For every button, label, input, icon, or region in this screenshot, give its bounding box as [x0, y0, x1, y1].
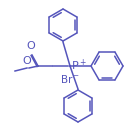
Text: P$^+$: P$^+$	[71, 57, 87, 73]
Text: O: O	[27, 41, 35, 51]
Text: Br$^-$: Br$^-$	[60, 73, 80, 85]
Text: O: O	[23, 56, 31, 66]
